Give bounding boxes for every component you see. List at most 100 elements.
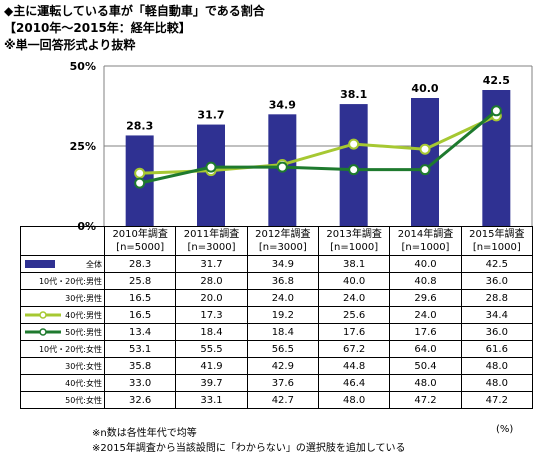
table-cell: 46.4 — [317, 374, 391, 392]
table-cell: 35.8 — [103, 357, 177, 375]
bar-data-label: 28.3 — [126, 119, 153, 132]
y-tick-label: 50% — [70, 60, 96, 73]
table-cell: 50.4 — [389, 357, 462, 375]
table-row: 10代・20代:女性 53.1 55.5 56.5 67.2 64.0 61.6 — [20, 340, 533, 358]
row-label-text: 30代:男性 — [65, 293, 102, 303]
table-cell: 48.0 — [460, 357, 533, 375]
table-cell: 48.0 — [389, 374, 462, 392]
row-label-text: 10代・20代:男性 — [38, 276, 102, 286]
table-cell: 48.0 — [460, 374, 533, 392]
y-tick-label: 25% — [70, 140, 96, 153]
header-sample-size: [n=1000] — [472, 242, 521, 253]
table-cell: 42.9 — [246, 357, 319, 375]
table-cell: 32.6 — [103, 391, 177, 409]
table-cell: 28.8 — [460, 289, 533, 307]
table-cell: 48.0 — [317, 391, 391, 409]
table-cell: 17.3 — [175, 306, 248, 324]
row-label-text: 30代:女性 — [65, 361, 102, 371]
table-cell: 40.0 — [389, 255, 462, 273]
table-row: 50代:男性 13.4 18.4 18.4 17.6 17.6 36.0 — [20, 323, 533, 341]
table-cell: 28.3 — [103, 255, 177, 273]
table-cell: 29.6 — [389, 289, 462, 307]
table-corner — [20, 226, 105, 256]
table-cell: 39.7 — [175, 374, 248, 392]
row-label-text: 40代:男性 — [65, 310, 102, 320]
table-cell: 18.4 — [246, 323, 319, 341]
series-point — [419, 143, 431, 155]
table-row: 50代:女性 32.6 33.1 42.7 48.0 47.2 47.2 — [20, 391, 533, 409]
legend-swatch — [25, 260, 55, 268]
row-label: 50代:男性 — [20, 323, 105, 341]
table-cell: 36.0 — [460, 272, 533, 290]
row-label: 10代・20代:男性 — [20, 272, 105, 290]
table-cell: 34.9 — [246, 255, 319, 273]
table-cell: 40.0 — [317, 272, 391, 290]
row-label-text: 40代:女性 — [65, 378, 102, 388]
row-label: 40代:女性 — [20, 374, 105, 392]
table-cell: 47.2 — [389, 391, 462, 409]
header-year: 2015年調査 — [469, 229, 525, 240]
table-cell: 67.2 — [317, 340, 391, 358]
table-column-header: 2011年調査 [n=3000] — [175, 226, 248, 256]
row-label: 全体 — [20, 255, 105, 273]
table-cell: 24.0 — [246, 289, 319, 307]
footnote-2: ※2015年調査から当該設問に「わからない」の選択肢を追加している — [92, 443, 406, 454]
row-label-text: 50代:女性 — [65, 395, 102, 405]
series-point — [276, 161, 288, 173]
table-cell: 17.6 — [317, 323, 391, 341]
row-label-text: 50代:男性 — [65, 327, 102, 337]
bar-data-label: 38.1 — [340, 88, 367, 101]
header-sample-size: [n=5000] — [116, 242, 165, 253]
chart-subtitle: 【2010年～2015年：経年比較】 — [4, 21, 191, 35]
bar-data-label: 34.9 — [269, 98, 296, 111]
unit-label: (%) — [496, 424, 514, 435]
row-label-text: 全体 — [86, 259, 102, 269]
table-cell: 61.6 — [460, 340, 533, 358]
table-cell: 25.8 — [103, 272, 177, 290]
table-row: 10代・20代:男性 25.8 28.0 36.8 40.0 40.8 36.0 — [20, 272, 533, 290]
header-sample-size: [n=3000] — [258, 242, 307, 253]
table-cell: 41.9 — [175, 357, 248, 375]
header-year: 2011年調査 — [183, 229, 240, 240]
row-label: 50代:女性 — [20, 391, 105, 409]
table-cell: 33.0 — [103, 374, 177, 392]
series-line — [139, 109, 498, 185]
row-label: 30代:女性 — [20, 357, 105, 375]
series-point — [134, 177, 146, 189]
table-cell: 17.6 — [389, 323, 462, 341]
table-cell: 33.1 — [175, 391, 248, 409]
table-column-header: 2012年調査 [n=3000] — [246, 226, 319, 256]
table-cell: 34.4 — [460, 306, 533, 324]
chart-title: ◆主に運転している車が「軽自動車」である割合 — [4, 4, 265, 18]
header-year: 2012年調査 — [255, 229, 311, 240]
table-cell: 16.5 — [103, 289, 177, 307]
footnote-1: ※n数は各性年代で均等 — [92, 428, 197, 439]
data-table: 2010年調査 [n=5000] 2011年調査 [n=3000] 2012年調査 [n=… — [20, 226, 533, 409]
table-cell: 20.0 — [175, 289, 248, 307]
table-row: 30代:女性 35.8 41.9 42.9 44.8 50.4 48.0 — [20, 357, 533, 375]
header-year: 2010年調査 — [112, 229, 168, 240]
table-cell: 13.4 — [103, 323, 177, 341]
table-column-header: 2013年調査 [n=1000] — [317, 226, 391, 256]
series-point — [348, 138, 360, 150]
row-label: 40代:男性 — [20, 306, 105, 324]
table-cell: 36.8 — [246, 272, 319, 290]
bar-data-label: 31.7 — [197, 109, 224, 122]
series-point — [490, 105, 502, 117]
series-point — [419, 164, 431, 176]
header-sample-size: [n=1000] — [401, 242, 450, 253]
table-cell: 36.0 — [460, 323, 533, 341]
table-cell: 19.2 — [246, 306, 319, 324]
table-cell: 47.2 — [460, 391, 533, 409]
series-point — [205, 161, 217, 173]
series-point — [348, 164, 360, 176]
table-cell: 37.6 — [246, 374, 319, 392]
header-sample-size: [n=1000] — [330, 242, 379, 253]
table-cell: 42.5 — [460, 255, 533, 273]
table-cell: 24.0 — [389, 306, 462, 324]
table-cell: 18.4 — [175, 323, 248, 341]
row-label: 30代:男性 — [20, 289, 105, 307]
table-cell: 53.1 — [103, 340, 177, 358]
header-year: 2014年調査 — [397, 229, 454, 240]
